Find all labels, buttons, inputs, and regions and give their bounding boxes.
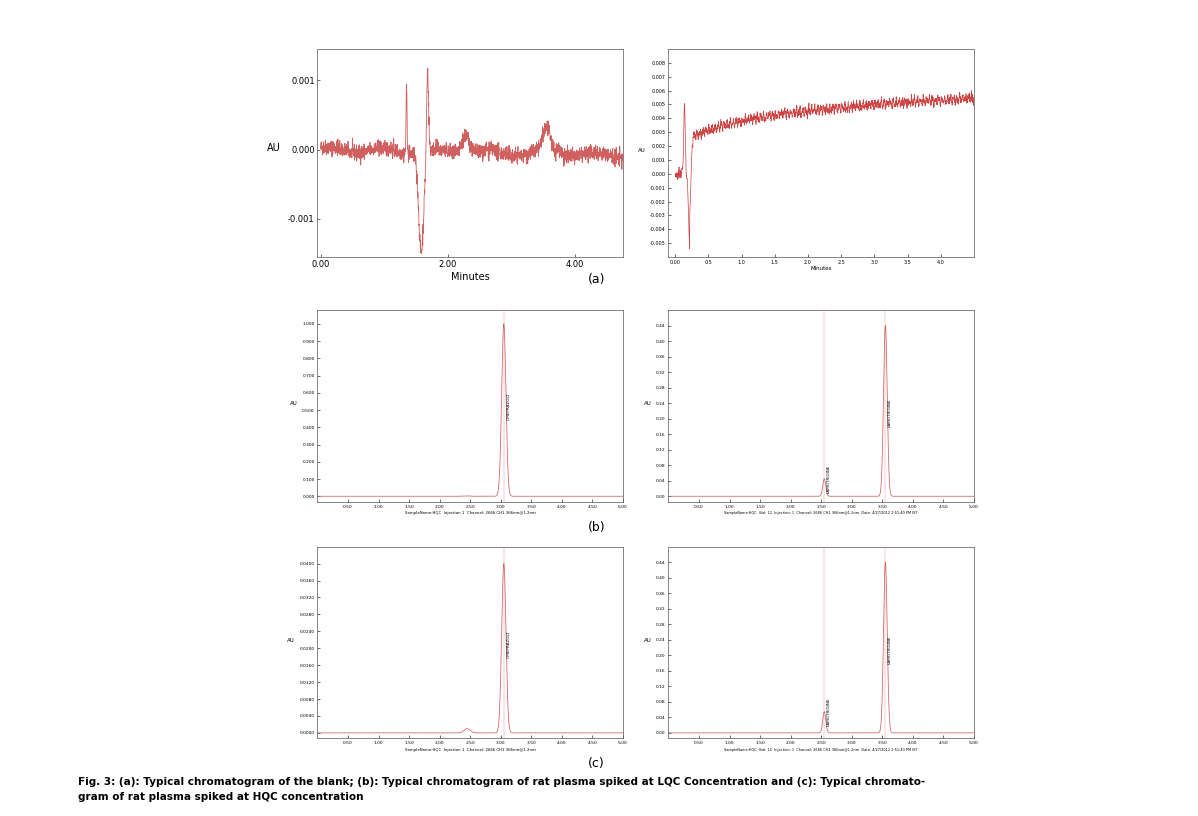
Text: LAMOTRIGINE: LAMOTRIGINE — [827, 698, 830, 726]
Y-axis label: AU: AU — [643, 637, 652, 643]
X-axis label: SampleName:HQC  Injection 1  Channel: 2666 CH1 366nm@1.2nm: SampleName:HQC Injection 1 Channel: 2666… — [405, 748, 536, 752]
Y-axis label: AU: AU — [267, 143, 282, 153]
Text: OMEPRAZOLT: OMEPRAZOLT — [507, 630, 510, 658]
Text: LAMOTRIGINE: LAMOTRIGINE — [888, 399, 891, 428]
Y-axis label: AU: AU — [290, 401, 298, 406]
X-axis label: SampleName:HQC  Vial: 12  Injection: 1  Channel: 2666 CH1 366nm@1.2nm  Date: 4/2: SampleName:HQC Vial: 12 Injection: 1 Cha… — [725, 512, 918, 516]
X-axis label: SampleName:HQC  Vial: 15  Injection: 1  Channel: 2666 CH1 366nm@1.2nm  Date: 4/2: SampleName:HQC Vial: 15 Injection: 1 Cha… — [725, 748, 918, 752]
Text: Fig. 3: (a): Typical chromatogram of the blank; (b): Typical chromatogram of rat: Fig. 3: (a): Typical chromatogram of the… — [78, 777, 925, 787]
Y-axis label: AU: AU — [637, 148, 646, 153]
Text: (c): (c) — [588, 757, 605, 770]
Y-axis label: AU: AU — [288, 637, 295, 643]
Text: (a): (a) — [588, 273, 605, 286]
X-axis label: Minutes: Minutes — [450, 272, 490, 282]
Text: OMEPRAZOLT: OMEPRAZOLT — [507, 392, 510, 419]
Y-axis label: AU: AU — [643, 401, 652, 406]
Text: gram of rat plasma spiked at HQC concentration: gram of rat plasma spiked at HQC concent… — [78, 792, 363, 801]
X-axis label: Minutes: Minutes — [811, 266, 831, 271]
Text: (b): (b) — [588, 521, 605, 534]
Text: LAMOTRIGINE: LAMOTRIGINE — [827, 465, 830, 494]
X-axis label: SampleName:HQC  Injection 1  Channel: 2666 CH1 366nm@1.2nm: SampleName:HQC Injection 1 Channel: 2666… — [405, 512, 536, 516]
Text: LAMOTRIGINE: LAMOTRIGINE — [888, 636, 891, 664]
